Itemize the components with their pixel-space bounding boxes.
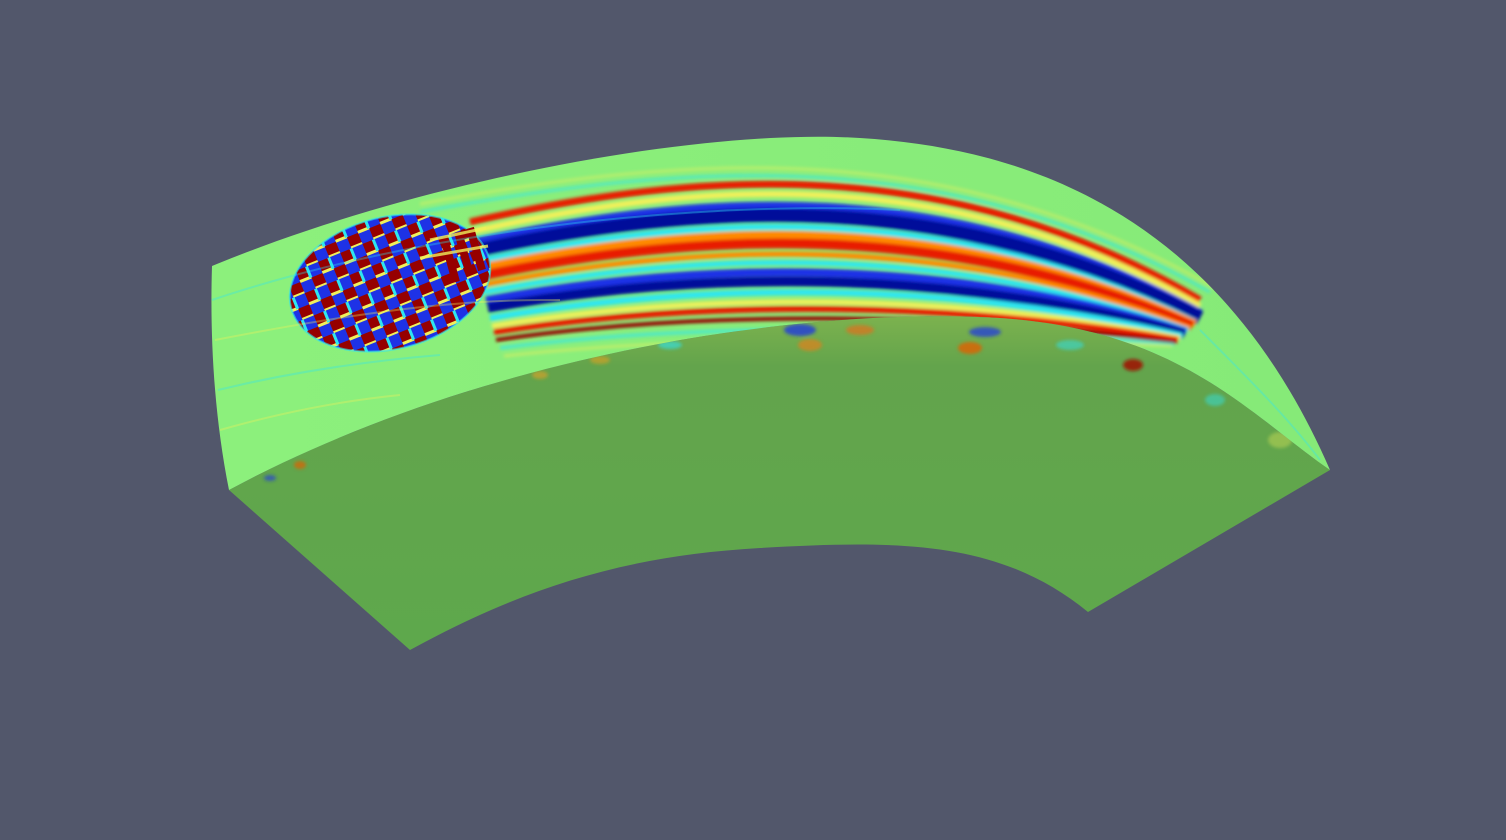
surface-ripples: [211, 207, 1321, 461]
front-cut-face: [229, 316, 1330, 650]
cut-edge-artifacts: [264, 324, 1292, 481]
wave-source-patch: [288, 213, 492, 353]
